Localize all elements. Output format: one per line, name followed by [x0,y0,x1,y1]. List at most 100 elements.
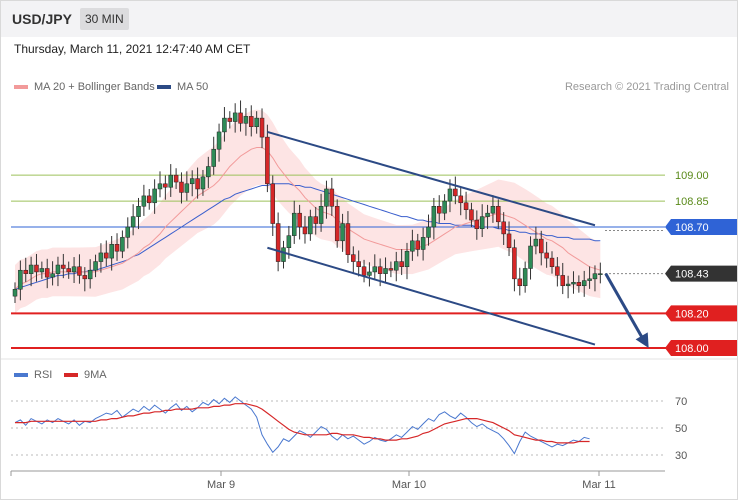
candle-body [313,216,318,224]
level-tag-109.00: 109.00 [675,170,709,182]
candle-body [539,238,544,254]
candle-body [394,261,399,271]
candle-body [496,206,501,223]
x-tick-label: Mar 11 [582,479,615,491]
candle-body [356,261,361,268]
candle-body [98,252,104,262]
candle-body [474,219,480,229]
candle-body [549,257,555,268]
candle-body [104,252,109,259]
legend-rsi-ma: 9MA [64,369,107,381]
candle-body [555,266,560,276]
candle-body [420,237,426,250]
candle-body [173,174,179,183]
candle-body [44,268,50,278]
candle-body [87,269,93,280]
level-tag-108.70-bg [665,219,737,235]
candle-body [544,252,549,259]
candle-body [77,266,82,276]
candle-body [109,244,114,259]
level-tag-108.00-bg [665,340,737,356]
candle-body [222,117,227,133]
candle-body [249,116,254,127]
ma50-swatch [157,85,171,89]
candle-body [517,278,523,287]
rsi-tick-70: 70 [675,396,687,408]
chart-header: USD/JPY 30 MIN [1,1,737,37]
candle-body [189,178,195,185]
candle-body [206,166,211,178]
candle-body [50,273,55,278]
candle-body [308,216,313,235]
rsi-ma-swatch [64,373,78,377]
candle-body [184,183,190,193]
candle-body [136,206,141,217]
candle-body [512,247,517,280]
candle-body [302,226,308,235]
candle-body [297,212,302,228]
candle-body [410,240,415,252]
candle-body [286,235,292,248]
candle-body [71,266,77,273]
candle-body [361,266,367,276]
candle-body [238,112,243,124]
candle-body [351,254,356,262]
candle-body [61,264,66,269]
candle-body [533,238,539,247]
candle-body [458,195,463,204]
candle-body [259,117,265,138]
ma20-legend-label: MA 20 + Bollinger Bands [34,81,155,93]
candle-body [345,223,351,255]
candle-body [469,209,474,221]
legend-ma20: MA 20 + Bollinger Bands [14,81,155,93]
level-tag-108.70: 108.70 [675,222,709,234]
channel-lower-line [267,246,596,346]
rsi-tick-50: 50 [675,423,687,435]
candle-body [334,206,340,242]
candle-body [522,268,528,287]
chart-datetime: Thursday, March 11, 2021 12:47:40 AM CET [14,42,251,56]
level-tag-108.85: 108.85 [675,196,709,208]
candle-body [265,136,270,185]
candle-body [592,273,598,280]
symbol-label: USD/JPY [12,11,72,27]
candle-body [340,223,345,242]
bollinger-band [15,109,601,314]
rsi-ma-legend-label: 9MA [84,369,107,381]
candle-body [404,250,410,268]
candle-body [485,212,490,217]
level-tag-108.20-bg [665,305,737,322]
candle-body [581,280,587,287]
candle-body [211,148,216,167]
candle-body [147,195,152,204]
candle-body [82,275,88,280]
candle-body [152,188,157,204]
level-tag-108.00: 108.00 [675,343,709,355]
candle-body [490,206,496,214]
rsi-legend-label: RSI [34,369,53,381]
rsi-tick-30: 30 [675,450,687,462]
ma50-legend-label: MA 50 [177,81,209,93]
candle-body [39,268,45,273]
candle-body [528,245,533,269]
candle-body [598,273,603,275]
candle-body [399,261,404,268]
candle-body [463,202,469,210]
candle-body [23,269,28,274]
legend-rsi: RSI [14,369,52,381]
candle-body [479,216,485,229]
candle-body [125,226,131,238]
candle-body [12,288,18,297]
candle-body [195,178,200,190]
candle-body [431,206,437,228]
candle-body [141,195,147,207]
candle-body [66,268,71,273]
candle-body [453,188,458,197]
candle-body [426,226,431,238]
candle-body [372,266,378,273]
candle-body [324,188,329,207]
projection-arrow-head [635,332,649,348]
period-selector[interactable]: 30 MIN [80,8,129,30]
